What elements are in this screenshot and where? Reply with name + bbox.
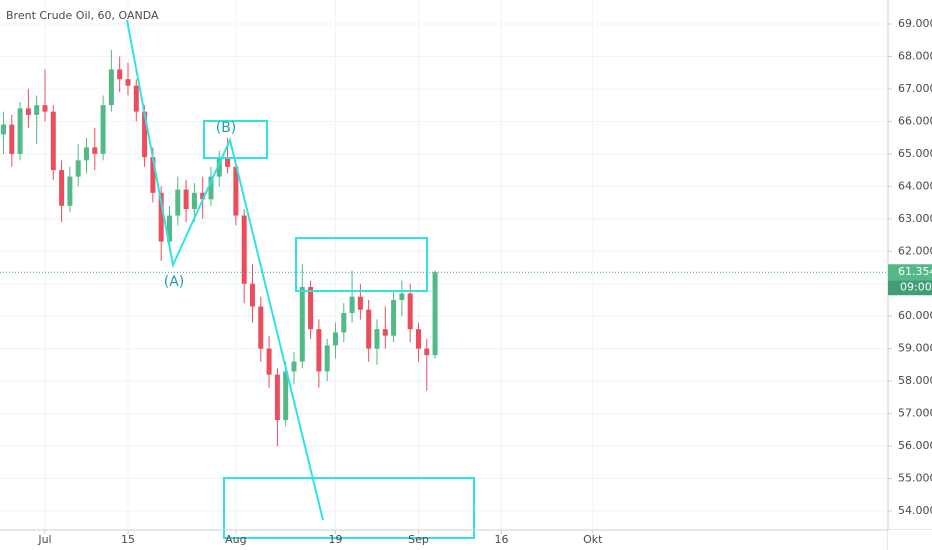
y-tick-label: 59.000 [898, 342, 932, 355]
y-tick-label: 58.000 [898, 374, 932, 387]
wave-label: (A) [164, 274, 185, 290]
candle-body [308, 286, 314, 330]
candle-body [299, 286, 305, 362]
y-tick-label: 66.000 [898, 114, 932, 127]
drawings [126, 19, 475, 539]
candle-body [399, 293, 405, 300]
candle-body [407, 293, 413, 330]
last-price-label: 61.354 [898, 265, 932, 278]
box-range [295, 237, 428, 292]
candle-body [67, 176, 73, 206]
y-tick-label: 63.000 [898, 212, 932, 225]
candle-body [92, 147, 98, 154]
candle-body [0, 124, 6, 135]
candle-body [83, 147, 89, 161]
candle-body [200, 192, 206, 200]
wave-line [126, 19, 324, 521]
wave-label: (B) [216, 120, 237, 136]
candle-body [166, 215, 172, 242]
candle-body [341, 312, 347, 333]
candle-body [108, 69, 114, 106]
candle-body [34, 105, 40, 115]
candle-body [324, 345, 330, 372]
candle-body [125, 79, 131, 86]
candle-body [424, 348, 430, 356]
x-tick-label: 19 [328, 533, 342, 546]
x-tick-label: Aug [225, 533, 246, 546]
candle-body [274, 374, 280, 421]
x-tick-label: Sep [408, 533, 429, 546]
candle-body [175, 189, 181, 216]
chart-title: Brent Crude Oil, 60, OANDA [6, 9, 159, 22]
candle-body [249, 283, 255, 307]
corner [888, 530, 932, 550]
candle-body [216, 157, 222, 177]
candle-body [291, 361, 297, 372]
last-price-box [888, 264, 932, 281]
candle-body [266, 348, 272, 375]
candle-body [191, 192, 197, 210]
candle-body [42, 105, 48, 112]
candles [0, 49, 438, 447]
y-tick-label: 54.000 [898, 504, 932, 517]
x-tick-label: Okt [583, 533, 603, 546]
y-tick-label: 56.000 [898, 439, 932, 452]
y-tick-label: 60.000 [898, 309, 932, 322]
candle-body [332, 332, 338, 346]
candle-body [225, 157, 231, 167]
y-tick-label: 68.000 [898, 49, 932, 62]
candle-body [9, 124, 15, 154]
candle-body [432, 272, 438, 356]
x-tick-label: 16 [494, 533, 508, 546]
candle-body [59, 170, 65, 206]
candle-body [17, 108, 23, 154]
box-target [223, 477, 475, 539]
box-b [203, 120, 268, 159]
candle-body [391, 299, 397, 336]
candle-body [100, 105, 106, 154]
grid [0, 0, 892, 534]
candle-body [316, 329, 322, 372]
countdown-box [888, 280, 932, 296]
candle-body [142, 111, 148, 158]
countdown-label: 09:00 [900, 281, 932, 294]
candle-body [158, 192, 164, 242]
candle-body [374, 329, 380, 349]
y-tick-label: 64.000 [898, 179, 932, 192]
y-tick-label: 67.000 [898, 82, 932, 95]
candle-body [366, 309, 372, 349]
candle-body [382, 329, 388, 336]
candle-body [233, 166, 239, 216]
candle-body [415, 329, 421, 349]
x-tick-label: 15 [121, 533, 135, 546]
candle-body [75, 160, 81, 177]
y-tick-label: 62.000 [898, 244, 932, 257]
candle-body [258, 306, 264, 349]
y-tick-label: 65.000 [898, 147, 932, 160]
candle-body [283, 371, 289, 421]
candle-body [150, 157, 156, 193]
y-tick-label: 55.000 [898, 472, 932, 485]
y-tick-label: 69.000 [898, 17, 932, 30]
y-tick-label: 57.000 [898, 407, 932, 420]
candle-body [133, 85, 139, 112]
candle-body [357, 296, 363, 310]
x-tick-label: Jul [37, 533, 51, 546]
candle-body [349, 296, 355, 313]
candle-body [50, 111, 56, 171]
candle-body [241, 215, 247, 284]
candle-body [25, 108, 31, 115]
candle-body [183, 189, 189, 210]
candle-body [117, 69, 123, 80]
candle-body [208, 176, 214, 200]
